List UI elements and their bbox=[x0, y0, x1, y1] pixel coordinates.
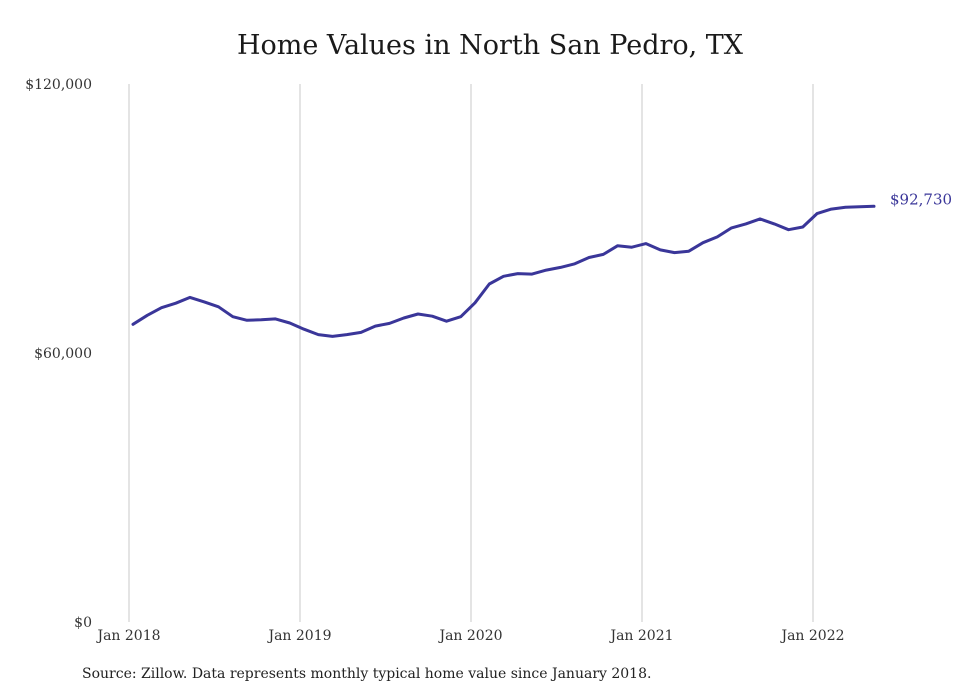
chart-title: Home Values in North San Pedro, TX bbox=[236, 30, 744, 61]
end-value-label: $92,730 bbox=[890, 190, 952, 208]
x-tick-label: Jan 2022 bbox=[779, 628, 844, 644]
x-tick-label: Jan 2018 bbox=[95, 628, 160, 644]
series-layer bbox=[131, 204, 876, 338]
y-axis-ticks: $0 $60,000 $120,000 bbox=[25, 77, 92, 631]
end-label-layer: $92,730 bbox=[890, 190, 952, 208]
x-tick-label: Jan 2020 bbox=[437, 628, 502, 644]
x-tick-label: Jan 2019 bbox=[266, 628, 331, 644]
y-tick-label: $60,000 bbox=[34, 346, 92, 362]
y-tick-label: $120,000 bbox=[25, 77, 92, 93]
x-tick-label: Jan 2021 bbox=[608, 628, 673, 644]
series-line bbox=[131, 204, 876, 338]
source-note: Source: Zillow. Data represents monthly … bbox=[82, 666, 652, 682]
y-tick-label: $0 bbox=[74, 615, 92, 631]
x-axis-ticks: Jan 2018 Jan 2019 Jan 2020 Jan 2021 Jan 2022 bbox=[95, 628, 844, 644]
grid-lines bbox=[128, 84, 814, 622]
